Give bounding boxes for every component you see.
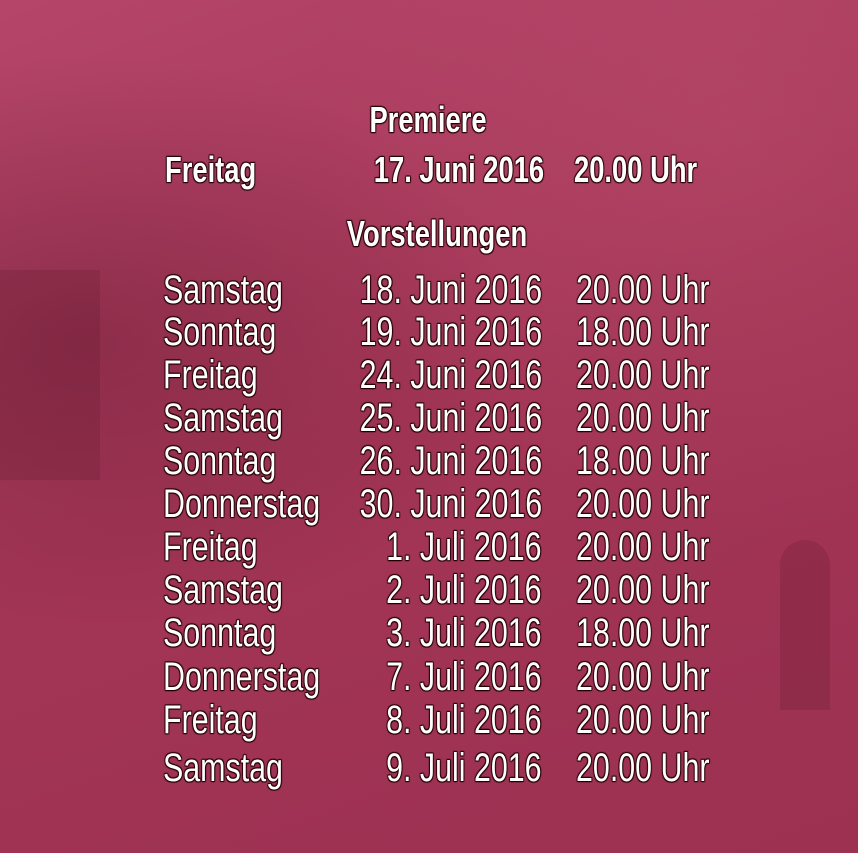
performance-time: 20.00 Uhr [576, 482, 710, 526]
performance-day: Freitag [163, 698, 258, 742]
performance-time: 18.00 Uhr [576, 439, 710, 483]
performance-day: Sonntag [163, 439, 277, 483]
performance-date: 1. Juli 2016 [386, 525, 542, 569]
performance-time: 20.00 Uhr [576, 268, 710, 312]
performance-day: Samstag [163, 568, 283, 612]
performance-date: 2. Juli 2016 [386, 568, 542, 612]
performance-time: 20.00 Uhr [576, 655, 710, 699]
performance-date: 7. Juli 2016 [386, 655, 542, 699]
performance-date: 3. Juli 2016 [386, 611, 542, 655]
performance-date: 24. Juni 2016 [359, 353, 542, 397]
performance-time: 20.00 Uhr [576, 396, 710, 440]
performance-day: Donnerstag [163, 655, 321, 699]
background-tower [780, 540, 830, 710]
performance-time: 18.00 Uhr [576, 611, 710, 655]
performance-day: Samstag [163, 396, 283, 440]
performance-day: Freitag [163, 353, 258, 397]
background-brick-wall [0, 270, 100, 480]
performance-date: 26. Juni 2016 [359, 439, 542, 483]
performance-day: Samstag [163, 746, 283, 790]
performance-day: Sonntag [163, 310, 277, 354]
performance-time: 20.00 Uhr [576, 698, 710, 742]
performance-time: 20.00 Uhr [576, 525, 710, 569]
performance-date: 18. Juni 2016 [359, 268, 542, 312]
performance-date: 30. Juni 2016 [359, 482, 542, 526]
performance-time: 20.00 Uhr [576, 568, 710, 612]
performance-date: 8. Juli 2016 [386, 698, 542, 742]
premiere-time: 20.00 Uhr [574, 149, 698, 190]
performance-time: 20.00 Uhr [576, 746, 710, 790]
performances-heading: Vorstellungen [346, 213, 528, 254]
premiere-date: 17. Juni 2016 [373, 149, 544, 190]
performance-day: Freitag [163, 525, 258, 569]
performance-date: 25. Juni 2016 [359, 396, 542, 440]
premiere-heading: Premiere [369, 99, 487, 140]
performance-time: 20.00 Uhr [576, 353, 710, 397]
performance-day: Donnerstag [163, 482, 321, 526]
performance-day: Sonntag [163, 611, 277, 655]
performance-time: 18.00 Uhr [576, 310, 710, 354]
performance-day: Samstag [163, 268, 283, 312]
premiere-day: Freitag [165, 149, 257, 190]
performance-date: 9. Juli 2016 [386, 746, 542, 790]
performance-date: 19. Juni 2016 [359, 310, 542, 354]
